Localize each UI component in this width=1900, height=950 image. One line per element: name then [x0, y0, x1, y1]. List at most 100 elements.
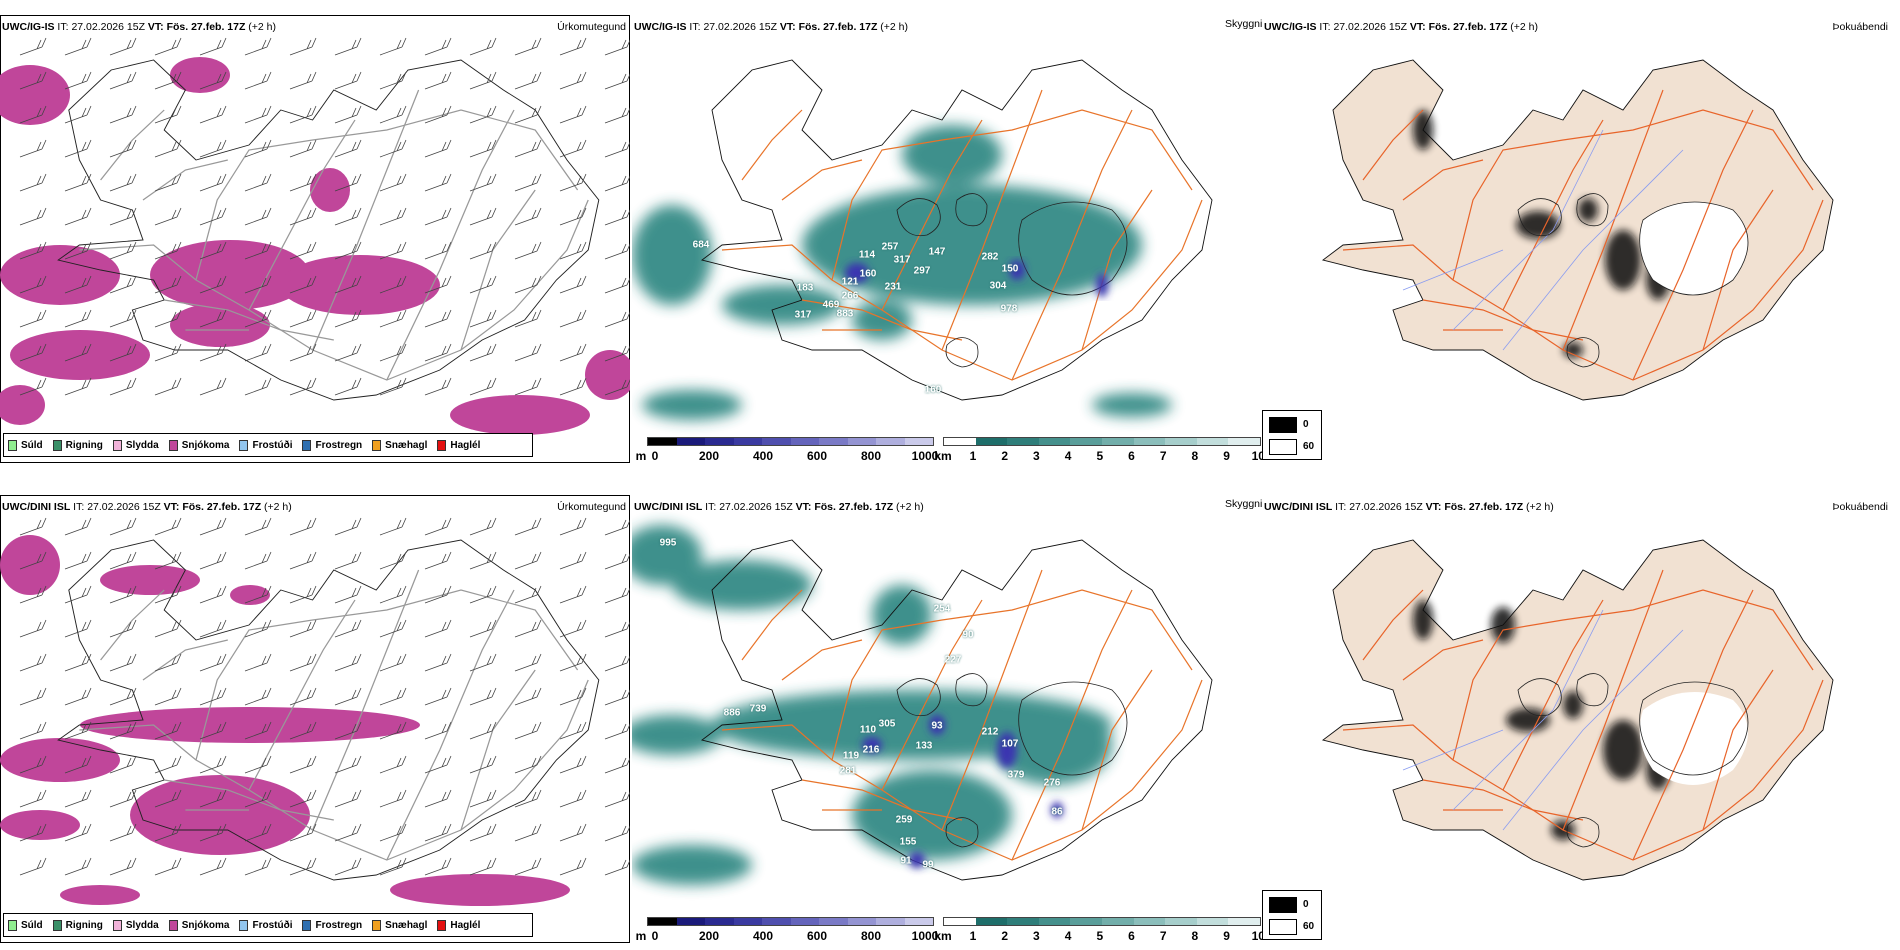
depth-label: 90 [962, 629, 974, 641]
wind-barb [424, 653, 452, 672]
wind-barb [604, 73, 630, 90]
wind-barb [64, 551, 92, 570]
wind-barb [154, 309, 182, 328]
wind-barb [469, 105, 497, 124]
wind-barb [469, 37, 497, 56]
fog-legend-high-swatch [1269, 919, 1297, 935]
colorbar-step [944, 438, 976, 445]
wind-barb [514, 139, 542, 158]
wind-barb [109, 71, 137, 90]
colorbar-tick: 1 [969, 929, 977, 943]
wind-barb [469, 619, 497, 638]
wind-barb [289, 619, 317, 638]
wind-barb [289, 309, 317, 328]
depth-label: 739 [749, 703, 767, 715]
wind-barb [19, 377, 47, 396]
legend-swatch [302, 439, 312, 451]
visibility-panel-row1: UWC/IG-IS IT: 27.02.2026 15Z VT: Fös. 27… [632, 15, 1265, 465]
wind-barb [154, 755, 182, 774]
depth-label: 99 [922, 859, 934, 871]
colorbar-tick: 6 [1128, 929, 1135, 943]
depth-label: 254 [933, 603, 951, 615]
colorbar-step [1070, 438, 1102, 445]
legend-swatch [52, 919, 62, 931]
legend-item: Slydda [112, 439, 159, 451]
colorbar-tick: 8 [1191, 449, 1199, 463]
wind-barb [64, 377, 92, 396]
wind-barb [244, 619, 272, 638]
fog-legend-low: 0 [1303, 419, 1309, 430]
colorbar-step [705, 918, 734, 925]
wind-barb [19, 139, 47, 158]
depth-label: 231 [884, 281, 902, 293]
legend-swatch [372, 439, 382, 451]
colorbar-step [819, 438, 848, 445]
wind-barb [514, 71, 542, 90]
legend-label: Frostregn [315, 439, 363, 451]
precip-type-panel-row2: UWC/DINI ISL IT: 27.02.2026 15Z VT: Fös.… [0, 495, 630, 945]
wind-barb [514, 517, 542, 536]
wind-barb [19, 37, 47, 56]
wind-barb [334, 309, 362, 328]
legend-label: Rigning [65, 439, 103, 451]
panel-header: UWC/DINI ISL IT: 27.02.2026 15Z VT: Fös.… [1264, 501, 1554, 513]
legend-swatch [437, 919, 447, 931]
wind-barb [379, 309, 407, 328]
wind-barb [514, 173, 542, 192]
wind-barb [289, 173, 317, 192]
wind-barb [424, 551, 452, 570]
wind-barb [154, 619, 182, 638]
wind-barb [424, 789, 452, 808]
legend-label: Súld [21, 919, 43, 931]
legend-swatch [239, 439, 249, 451]
wind-barb [64, 275, 92, 294]
wind-barb [289, 585, 317, 604]
colorbar-tick: 0 [651, 449, 659, 463]
panel-frame [0, 495, 630, 943]
wind-barb [469, 309, 497, 328]
wind-barb [199, 275, 227, 294]
legend-item: Rigning [52, 919, 103, 931]
colorbar-step [1165, 438, 1197, 445]
colorbar-tick: 1000 [911, 449, 939, 463]
wind-barb [19, 755, 47, 774]
wind-barb [109, 653, 137, 672]
depth-label: 259 [895, 814, 913, 826]
fog-legend-high: 60 [1303, 921, 1315, 932]
wind-barb [154, 823, 182, 842]
wind-barb [334, 687, 362, 706]
wind-barb [379, 241, 407, 260]
precip-type-legend: Súld Rigning Slydda Snjókoma Frostúði Frostre… [3, 433, 533, 457]
wind-barb [334, 823, 362, 842]
wind-barb [289, 275, 317, 294]
colorbar-tick: 3 [1033, 929, 1040, 943]
depth-label: 155 [899, 836, 917, 848]
legend-label: Snjókoma [181, 919, 230, 931]
colorbar-tick: 1 [969, 449, 977, 463]
depth-label: 282 [981, 251, 999, 263]
visibility-colorbar [943, 437, 1261, 446]
wind-barb [604, 621, 630, 638]
wind-barb [334, 241, 362, 260]
wind-barb [559, 721, 587, 740]
wind-barb [514, 37, 542, 56]
wind-barb [514, 105, 542, 124]
depth-label: 469 [822, 299, 840, 311]
wind-barb [19, 619, 47, 638]
colorbar-step [975, 438, 1008, 445]
colorbar-tick: 6 [1128, 449, 1135, 463]
wind-barb [514, 343, 542, 362]
wind-barb [64, 173, 92, 192]
wind-barb [244, 517, 272, 536]
wind-barb [379, 823, 407, 842]
depth-label: 684 [692, 239, 710, 251]
colorbar-tick: 4 [1064, 449, 1072, 463]
wind-barb [334, 343, 362, 362]
wind-barb [19, 275, 47, 294]
wind-barb [379, 343, 407, 362]
colorbar-step [847, 438, 876, 445]
fog-legend-low: 0 [1303, 899, 1309, 910]
wind-barb [244, 105, 272, 124]
colorbar-step [648, 918, 677, 925]
wind-barb [559, 71, 587, 90]
